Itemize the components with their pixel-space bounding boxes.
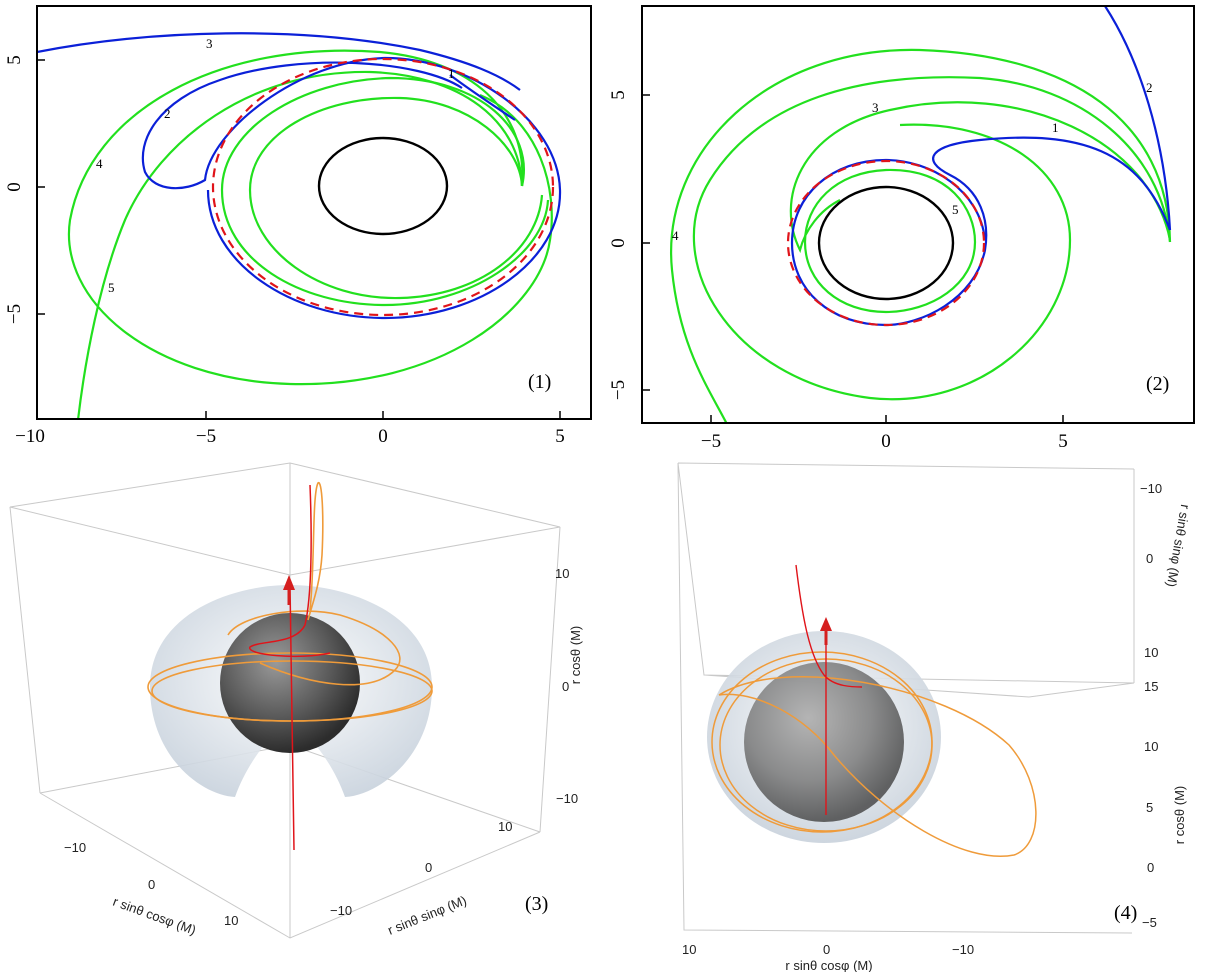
spin-arrow	[820, 617, 832, 645]
red-photon-circle	[211, 57, 555, 317]
z-tick-label: −5	[1142, 915, 1157, 930]
x-tick-label: 0	[881, 431, 891, 452]
green-orbit-3	[789, 101, 1172, 254]
curve-label-3: 3	[206, 36, 213, 51]
box-edges	[677, 462, 1135, 934]
y-tick-label: 0	[1146, 551, 1153, 566]
x-tick-label: −5	[196, 426, 216, 445]
blue-orbit-1	[449, 74, 516, 121]
y-tick-label: 5	[4, 55, 25, 65]
red-trajectory	[249, 484, 331, 851]
y-tick-label: 10	[498, 819, 512, 834]
y-tick-label: −10	[330, 903, 352, 918]
green-orbit-4	[67, 49, 553, 386]
y-tick-label: 5	[608, 90, 629, 100]
z-tick-label: 10	[555, 566, 569, 581]
green-orbit-inner-a	[220, 76, 550, 307]
y-axis-label: r sinθ sinφ (M)	[386, 893, 469, 938]
y-tick-label: 0	[4, 182, 25, 192]
blue-orbit-2	[141, 56, 562, 320]
panel-label: (3)	[525, 893, 548, 915]
blue-orbit-3	[37, 32, 521, 91]
curve-label-2: 2	[1146, 80, 1153, 95]
panel-label: (2)	[1146, 373, 1169, 395]
blue-orbit-2	[1104, 6, 1172, 231]
orange-orbit-c	[718, 676, 1037, 857]
x-tick-label: −10	[64, 840, 86, 855]
x-tick-label: −5	[701, 431, 721, 452]
z-tick-label: 15	[1144, 679, 1158, 694]
orange-orbit-c	[227, 610, 401, 686]
x-tick-label: 5	[555, 426, 565, 445]
y-tick-label: −5	[608, 380, 629, 400]
plot-frame	[36, 5, 592, 420]
x-axis-label: r sinθ cosφ (M)	[785, 958, 872, 972]
black-horizon	[817, 185, 955, 301]
z-tick-label: 0	[1147, 860, 1154, 875]
green-orbit-4	[670, 48, 1172, 423]
x-tick-label: 0	[378, 426, 388, 445]
x-tick-label: 5	[1058, 431, 1068, 452]
y-tick-label: 0	[425, 860, 432, 875]
panel-4-3d-trajectory: 10 0 −10 r sinθ cosφ (M) −10 0 10 r sinθ…	[677, 462, 1193, 972]
y-tick-label: 0	[608, 238, 629, 248]
curve-label-5: 5	[108, 280, 115, 295]
x-tick-label: −10	[15, 426, 45, 445]
plot-frame	[641, 5, 1195, 424]
z-tick-label: 10	[1144, 739, 1158, 754]
x-axis-label: r sinθ cosφ (M)	[111, 894, 198, 938]
curve-label-2: 2	[164, 106, 171, 121]
curve-label-5: 5	[952, 202, 959, 217]
z-axis-label: r cosθ (M)	[1172, 786, 1187, 845]
green-orbit-5	[77, 70, 524, 419]
panel-label: (1)	[528, 371, 551, 393]
y-tick-label: 10	[1144, 645, 1158, 660]
y-axis-label: r sinθ sinφ (M)	[1164, 503, 1193, 588]
green-orbit-inner-b	[248, 96, 544, 300]
box-edges	[9, 462, 561, 576]
green-inner-loop	[803, 168, 977, 314]
y-tick-label: −10	[1140, 481, 1162, 496]
z-axis-label: r cosθ (M)	[568, 626, 583, 685]
curve-label-1: 1	[448, 66, 455, 81]
central-sphere	[220, 613, 360, 753]
panel-2-orbit-plot: −5 0 5 5 0 −5 1 2 3 4 5 (2)	[608, 5, 1195, 452]
orange-vertical-loop	[307, 482, 324, 621]
x-tick-label: 10	[682, 942, 696, 957]
curve-label-4: 4	[672, 228, 679, 243]
curve-label-3: 3	[872, 100, 879, 115]
x-tick-label: 0	[823, 942, 830, 957]
red-trajectory	[795, 564, 863, 815]
x-tick-label: 0	[148, 877, 155, 892]
black-horizon	[317, 136, 449, 236]
curve-label-1: 1	[1052, 120, 1059, 135]
panel-3-3d-trajectory: 10 0 −10 r cosθ (M) −10 0 10 r sinθ cosφ…	[9, 462, 583, 939]
panel-1-orbit-plot: −10 −5 0 5 5 0 −5 1 2 3 4 5 (1)	[4, 5, 592, 445]
curve-label-4: 4	[96, 156, 103, 171]
z-tick-label: 0	[562, 679, 569, 694]
spin-arrow	[283, 575, 295, 605]
x-tick-label: 10	[224, 913, 238, 928]
red-photon-circle	[786, 159, 986, 327]
blue-orbit-1	[790, 136, 1172, 327]
x-tick-label: −10	[952, 942, 974, 957]
green-orbit-5	[692, 76, 1172, 401]
y-tick-label: −5	[4, 304, 25, 324]
z-tick-label: −10	[556, 791, 578, 806]
z-tick-label: 5	[1146, 800, 1153, 815]
panel-label: (4)	[1114, 902, 1137, 924]
